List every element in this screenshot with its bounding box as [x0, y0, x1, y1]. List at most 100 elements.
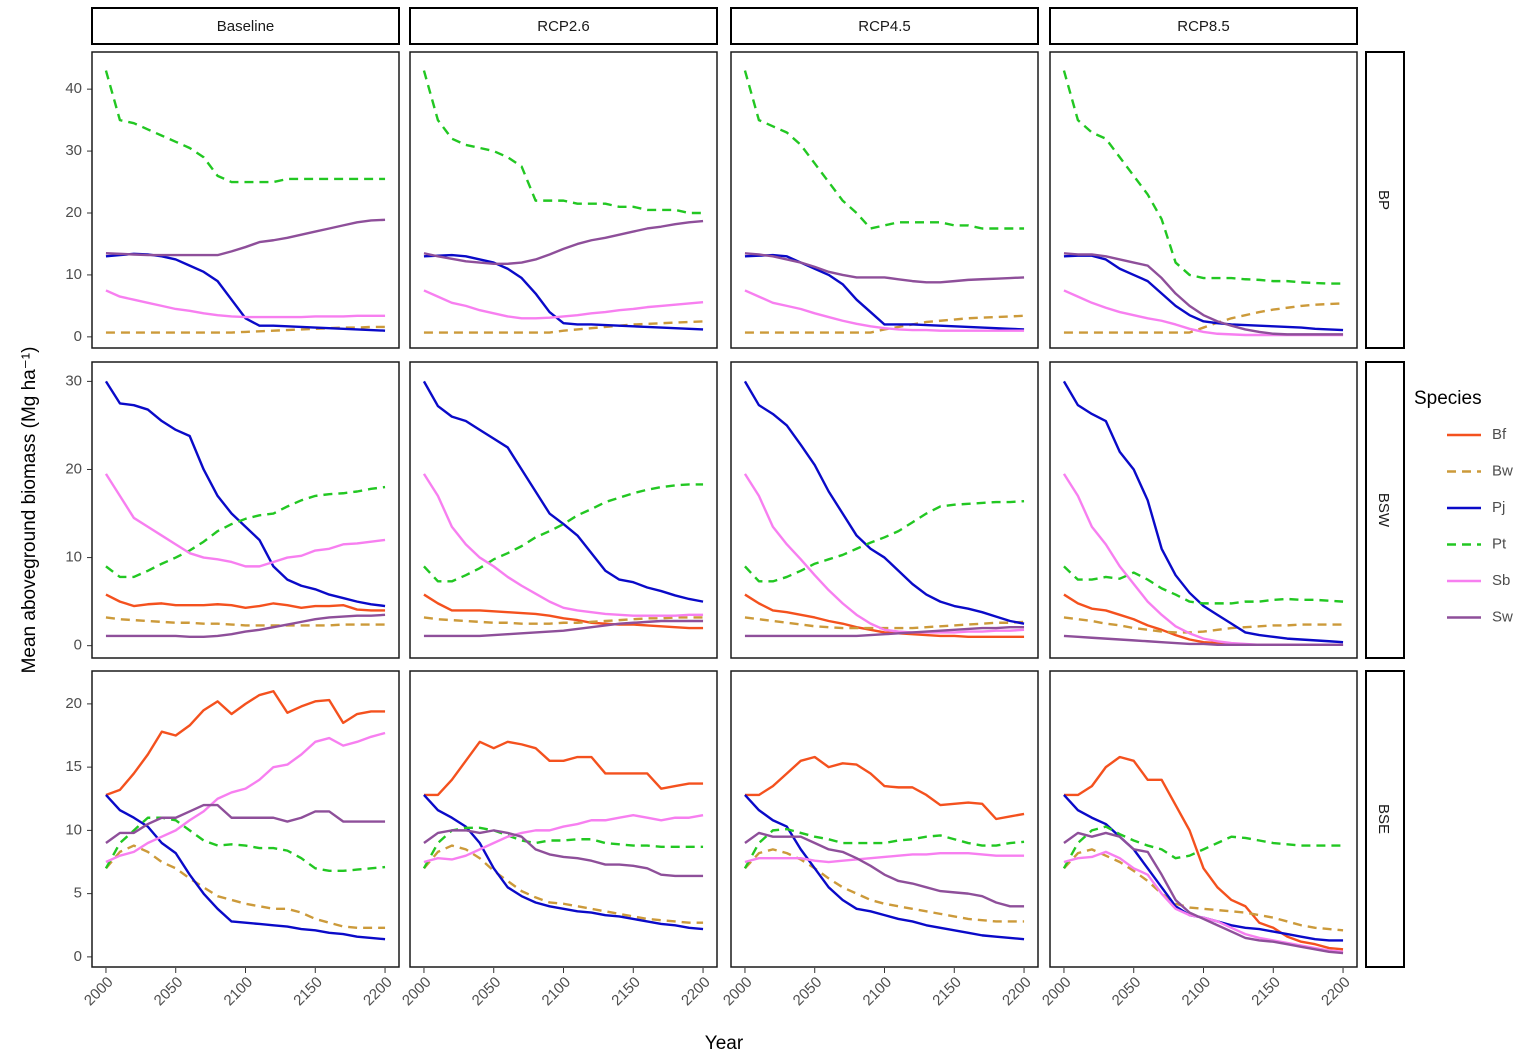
series-line — [1062, 380, 1344, 644]
series-line — [104, 380, 386, 608]
series-line — [423, 483, 704, 583]
series-line — [423, 593, 704, 630]
x-tick-label: 2150 — [1248, 974, 1284, 1010]
series-line — [423, 289, 704, 320]
series-line — [1063, 593, 1344, 646]
series-line — [744, 253, 1025, 331]
panel-border — [730, 670, 1039, 968]
column-strip-label: Baseline — [217, 18, 275, 35]
row-strip-label: BSW — [1375, 493, 1392, 528]
y-tick-label: 15 — [65, 758, 82, 775]
series-line — [1062, 70, 1344, 285]
y-tick-label: 10 — [65, 266, 82, 283]
y-tick-label: 20 — [65, 204, 82, 221]
series-line — [744, 831, 1025, 908]
y-tick-label: 0 — [74, 948, 82, 965]
series-line — [423, 794, 704, 931]
row-strip-label: BP — [1375, 190, 1392, 210]
panel-border — [730, 361, 1039, 659]
series-line — [423, 219, 704, 265]
y-tick-label: 20 — [65, 460, 82, 477]
series-line — [1063, 254, 1344, 332]
series-line — [422, 826, 704, 869]
y-axis-title: Mean aboveground biomass (Mg ha⁻¹) — [19, 347, 40, 674]
x-tick-label: 2000 — [399, 974, 435, 1010]
series-line — [423, 844, 704, 924]
legend-label: Pt — [1492, 535, 1507, 552]
x-tick-label: 2100 — [1179, 974, 1215, 1010]
series-line — [744, 499, 1025, 583]
series-line — [105, 844, 386, 929]
series-line — [105, 252, 386, 332]
series-line — [105, 289, 386, 319]
series-line — [105, 794, 386, 941]
y-tick-label: 10 — [65, 821, 82, 838]
x-tick-label: 2150 — [290, 974, 326, 1010]
series-line — [423, 320, 704, 334]
legend-label: Bf — [1492, 426, 1507, 443]
column-strip-label: RCP4.5 — [858, 18, 911, 35]
series-line — [1062, 473, 1344, 646]
series-line — [744, 851, 1025, 864]
series-line — [1063, 634, 1344, 646]
series-line — [104, 473, 386, 568]
panel-border — [91, 670, 400, 968]
x-tick-label: 2200 — [360, 974, 396, 1010]
x-tick-label: 2000 — [1039, 974, 1075, 1010]
series-line — [743, 827, 1025, 869]
series-line — [423, 616, 704, 625]
row-strip — [1365, 670, 1405, 968]
series-line — [423, 740, 704, 797]
series-line — [423, 619, 704, 638]
series-line — [1063, 302, 1344, 334]
series-line — [105, 616, 386, 627]
series-line — [744, 289, 1025, 332]
series-line — [1063, 252, 1344, 336]
x-tick-label: 2000 — [81, 974, 117, 1010]
series-line — [105, 593, 386, 612]
x-tick-label: 2050 — [1109, 974, 1145, 1010]
x-tick-label: 2200 — [678, 974, 714, 1010]
legend-title: Species — [1414, 388, 1482, 409]
column-strip-label: RCP8.5 — [1177, 18, 1230, 35]
series-line — [744, 593, 1025, 639]
panel-border — [91, 51, 400, 349]
column-strip-label: RCP2.6 — [537, 18, 590, 35]
y-tick-label: 30 — [65, 142, 82, 159]
x-tick-label: 2000 — [720, 974, 756, 1010]
x-tick-label: 2050 — [790, 974, 826, 1010]
y-tick-label: 20 — [65, 695, 82, 712]
series-line — [423, 253, 704, 331]
y-tick-label: 0 — [74, 328, 82, 345]
legend-label: Sw — [1492, 608, 1513, 625]
series-line — [1063, 831, 1344, 955]
row-strip — [1365, 361, 1405, 659]
series-line — [1063, 565, 1344, 605]
series-line — [423, 829, 704, 878]
series-line — [1062, 825, 1344, 869]
series-line — [744, 625, 1025, 638]
series-line — [1063, 755, 1344, 951]
panel-border — [409, 670, 718, 968]
legend-label: Pj — [1492, 499, 1505, 516]
y-tick-label: 0 — [74, 637, 82, 654]
x-tick-label: 2100 — [221, 974, 257, 1010]
x-tick-label: 2050 — [151, 974, 187, 1010]
panel-border — [91, 361, 400, 659]
series-line — [744, 252, 1025, 284]
x-tick-label: 2100 — [539, 974, 575, 1010]
panel-border — [409, 51, 718, 349]
panel-border — [1049, 51, 1358, 349]
series-line — [744, 755, 1025, 821]
row-strip-label: BSE — [1375, 804, 1392, 834]
x-tick-label: 2150 — [608, 974, 644, 1010]
series-line — [744, 794, 1025, 941]
legend-label: Bw — [1492, 462, 1513, 479]
series-line — [105, 803, 386, 845]
panel-border — [409, 361, 718, 659]
series-line — [744, 616, 1025, 630]
x-tick-label: 2200 — [999, 974, 1035, 1010]
panel-border — [730, 51, 1039, 349]
series-line — [743, 380, 1025, 625]
series-line — [1063, 848, 1344, 932]
